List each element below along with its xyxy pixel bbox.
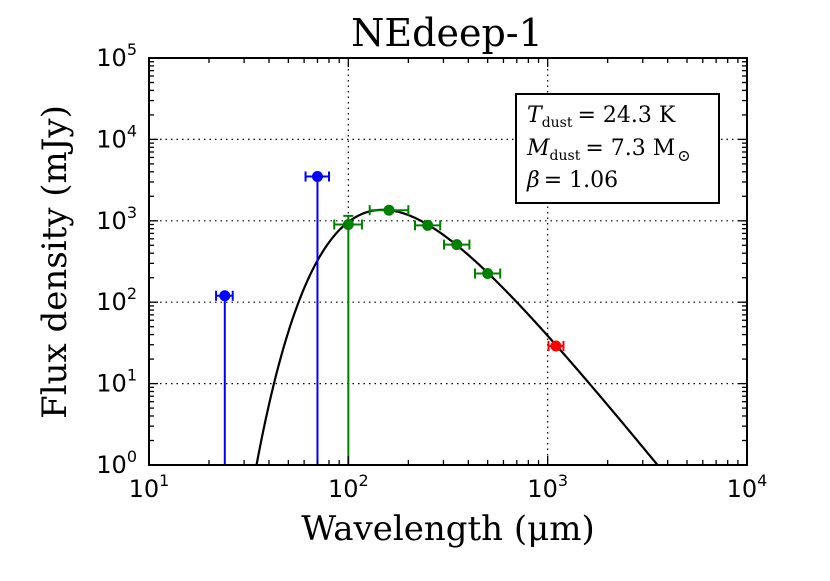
data-marker xyxy=(451,239,463,251)
detections-point xyxy=(474,268,502,280)
y-tick-label: 101 xyxy=(96,366,137,398)
fit-beta: β = 1.06 xyxy=(526,168,618,193)
mm-point-point xyxy=(547,340,565,352)
y-tick-label: 100 xyxy=(96,447,137,479)
y-tick-label: 102 xyxy=(96,284,137,316)
data-marker xyxy=(383,204,395,216)
model-curve xyxy=(255,208,659,465)
upper-limits-point xyxy=(304,171,331,465)
data-marker xyxy=(422,219,434,231)
data-marker xyxy=(219,290,231,302)
data-marker xyxy=(342,219,354,231)
detections-point xyxy=(333,214,363,465)
data-marker xyxy=(311,171,323,183)
plot-frame xyxy=(148,57,748,466)
x-tick-label: 101 xyxy=(129,471,170,503)
x-tick-label: 102 xyxy=(328,471,369,503)
y-tick-label: 105 xyxy=(96,40,137,72)
fit-parameters-box: Tdust = 24.3 K Mdust = 7.3 M ⊙ β = 1.06 xyxy=(515,93,720,204)
upper-limits-point xyxy=(215,290,234,465)
detections-point xyxy=(414,219,442,231)
x-axis-label: Wavelength (μm) xyxy=(301,509,594,549)
x-tick-label: 103 xyxy=(527,471,568,503)
chart-title: NEdeep-1 xyxy=(351,11,543,55)
x-tick-label: 104 xyxy=(727,471,768,503)
y-tick-label: 104 xyxy=(96,121,137,153)
axis-ticks xyxy=(148,58,748,466)
detections-point xyxy=(368,204,410,216)
fit-temperature: Tdust = 24.3 K xyxy=(527,103,676,131)
y-tick-label: 103 xyxy=(96,203,137,235)
data-marker xyxy=(550,340,562,352)
data-marker xyxy=(482,268,494,280)
y-axis-label: Flux density (mJy) xyxy=(35,105,75,419)
data-points xyxy=(215,171,565,465)
detections-point xyxy=(443,239,471,251)
fit-mass: Mdust = 7.3 M ⊙ xyxy=(526,136,691,165)
